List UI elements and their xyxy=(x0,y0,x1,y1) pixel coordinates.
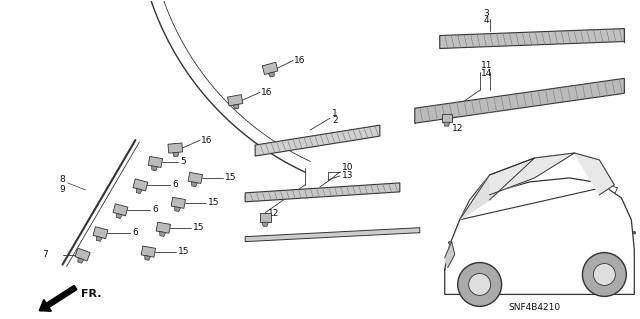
Text: 4: 4 xyxy=(484,16,490,25)
Text: SNF4B4210: SNF4B4210 xyxy=(508,303,561,312)
Polygon shape xyxy=(116,213,122,219)
Polygon shape xyxy=(113,204,128,216)
Polygon shape xyxy=(93,227,108,239)
Polygon shape xyxy=(173,152,179,157)
Polygon shape xyxy=(156,222,170,233)
Text: 13: 13 xyxy=(342,171,353,181)
Polygon shape xyxy=(255,125,380,156)
Polygon shape xyxy=(262,62,278,75)
Polygon shape xyxy=(136,189,142,194)
Text: 16: 16 xyxy=(201,136,212,145)
Polygon shape xyxy=(97,236,102,241)
Polygon shape xyxy=(233,104,239,109)
Text: 6: 6 xyxy=(172,180,178,189)
Text: 12: 12 xyxy=(452,124,463,133)
Text: 14: 14 xyxy=(481,69,492,78)
Polygon shape xyxy=(460,158,534,220)
Polygon shape xyxy=(260,213,271,222)
Polygon shape xyxy=(159,232,166,236)
Polygon shape xyxy=(228,95,243,106)
Polygon shape xyxy=(171,197,186,208)
Circle shape xyxy=(458,263,502,306)
Text: 6: 6 xyxy=(132,228,138,237)
Polygon shape xyxy=(415,78,625,123)
Polygon shape xyxy=(444,122,450,126)
Polygon shape xyxy=(145,256,150,260)
Polygon shape xyxy=(175,207,180,211)
Polygon shape xyxy=(188,172,202,183)
Text: 16: 16 xyxy=(294,56,305,65)
Text: 15: 15 xyxy=(208,198,220,207)
Polygon shape xyxy=(245,183,400,202)
Text: FR.: FR. xyxy=(81,289,101,300)
Polygon shape xyxy=(442,114,452,122)
Text: 5: 5 xyxy=(180,158,186,167)
Polygon shape xyxy=(152,166,157,171)
Text: 15: 15 xyxy=(179,247,190,256)
Text: 3: 3 xyxy=(484,9,490,18)
Polygon shape xyxy=(245,228,420,241)
Circle shape xyxy=(593,263,615,286)
Polygon shape xyxy=(133,179,148,191)
Polygon shape xyxy=(268,72,274,77)
Text: 8: 8 xyxy=(60,175,65,184)
Circle shape xyxy=(468,273,491,295)
Text: 9: 9 xyxy=(60,185,65,194)
Polygon shape xyxy=(262,222,268,226)
Polygon shape xyxy=(77,258,84,263)
Text: 15: 15 xyxy=(225,174,237,182)
Text: 10: 10 xyxy=(342,163,353,173)
Polygon shape xyxy=(445,178,634,294)
Text: 1: 1 xyxy=(332,109,338,118)
Polygon shape xyxy=(148,156,163,167)
Text: 2: 2 xyxy=(332,116,337,125)
Polygon shape xyxy=(191,182,197,187)
Polygon shape xyxy=(440,29,625,48)
Text: 12: 12 xyxy=(268,209,280,218)
Polygon shape xyxy=(141,246,156,257)
Polygon shape xyxy=(460,153,614,220)
Text: 7: 7 xyxy=(42,250,47,259)
Polygon shape xyxy=(490,153,575,195)
Text: 6: 6 xyxy=(152,205,158,214)
Text: 11: 11 xyxy=(481,61,492,70)
Polygon shape xyxy=(168,143,182,153)
Polygon shape xyxy=(575,153,614,195)
Polygon shape xyxy=(445,241,454,268)
FancyArrow shape xyxy=(39,286,77,311)
Text: 15: 15 xyxy=(193,223,205,232)
Text: 16: 16 xyxy=(261,88,273,97)
Polygon shape xyxy=(75,248,90,261)
Circle shape xyxy=(582,253,627,296)
